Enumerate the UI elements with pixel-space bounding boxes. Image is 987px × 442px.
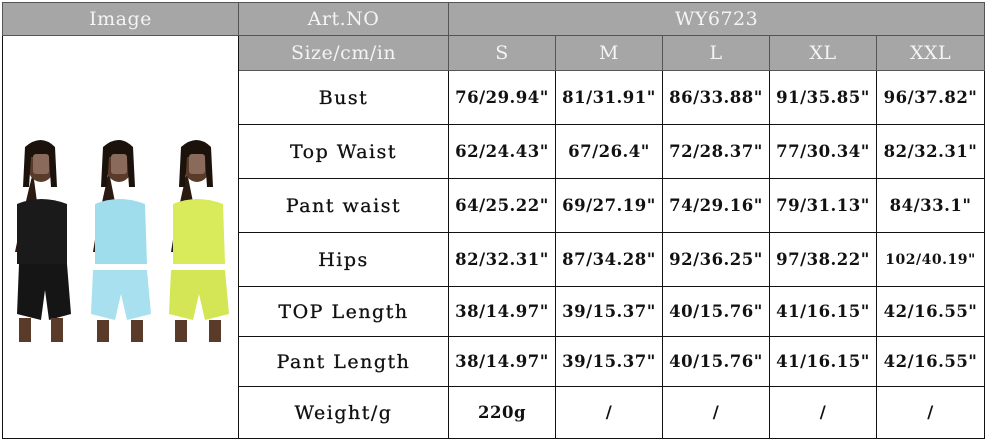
cell: 92/36.25"	[662, 232, 770, 287]
table-row: TOP Length 38/14.97" 39/15.37" 40/15.76"…	[3, 286, 986, 337]
table-row: Bust 76/29.94" 81/31.91" 86/33.88" 91/35…	[3, 70, 986, 125]
cell: 41/16.15"	[769, 286, 877, 337]
cell: 67/26.4"	[555, 124, 663, 179]
cell: 77/30.34"	[769, 124, 877, 179]
row-label: TOP Length	[238, 286, 449, 337]
size-s: S	[448, 35, 556, 71]
size-m: M	[555, 35, 663, 71]
cell: 62/24.43"	[448, 124, 556, 179]
product-image-cell	[2, 35, 239, 439]
cell: 72/28.37"	[662, 124, 770, 179]
cell: 40/15.76"	[662, 336, 770, 387]
cell: 41/16.15"	[769, 336, 877, 387]
cell: /	[875, 386, 986, 439]
image-header: Image	[2, 2, 239, 36]
cell: 64/25.22"	[448, 178, 556, 233]
cell: 84/33.1"	[875, 178, 986, 233]
size-label: Size/cm/in	[238, 35, 449, 71]
size-xxl: XXL	[875, 35, 986, 71]
cell: 97/38.22"	[769, 232, 877, 287]
model-yellow-outfit	[168, 140, 229, 342]
cell: 91/35.85"	[769, 70, 877, 125]
cell: /	[555, 386, 663, 439]
cell: 86/33.88"	[662, 70, 770, 125]
cell: 102/40.19"	[875, 232, 986, 287]
table-row: Pant Length 38/14.97" 39/15.37" 40/15.76…	[3, 336, 986, 387]
cell: 81/31.91"	[555, 70, 663, 125]
row-label: Weight/g	[238, 386, 449, 439]
cell: 69/27.19"	[555, 178, 663, 233]
row-label: Top Waist	[238, 124, 449, 179]
cell: 40/15.76"	[662, 286, 770, 337]
model-blue-outfit	[90, 140, 151, 342]
table-row: Weight/g 220g / / / /	[3, 386, 986, 439]
cell: 79/31.13"	[769, 178, 877, 233]
cell: 82/32.31"	[448, 232, 556, 287]
row-label: Pant Length	[238, 336, 449, 387]
cell: 42/16.55"	[875, 336, 986, 387]
cell: 87/34.28"	[555, 232, 663, 287]
cell: /	[769, 386, 877, 439]
cell: 76/29.94"	[448, 70, 556, 125]
row-label: Pant waist	[238, 178, 449, 233]
cell: /	[662, 386, 770, 439]
header-row: Image Art.NO WY6723	[2, 2, 986, 36]
cell: 39/15.37"	[555, 336, 663, 387]
product-image	[14, 140, 229, 342]
size-xl: XL	[769, 35, 877, 71]
row-label: Hips	[238, 232, 449, 287]
cell: 38/14.97"	[448, 336, 556, 387]
art-no-header: Art.NO	[238, 2, 449, 36]
cell: 96/37.82"	[875, 70, 986, 125]
cell: 42/16.55"	[875, 286, 986, 337]
size-l: L	[662, 35, 770, 71]
table-row: Top Waist 62/24.43" 67/26.4" 72/28.37" 7…	[3, 124, 986, 179]
model-black-outfit	[14, 140, 71, 342]
cell: 82/32.31"	[875, 124, 986, 179]
cell: 39/15.37"	[555, 286, 663, 337]
cell: 220g	[448, 386, 556, 439]
row-label: Bust	[238, 70, 449, 125]
cell: 38/14.97"	[448, 286, 556, 337]
cell: 74/29.16"	[662, 178, 770, 233]
size-row: Size/cm/in S M L XL XXL	[2, 35, 986, 439]
art-no-value: WY6723	[447, 2, 986, 36]
table-row: Pant waist 64/25.22" 69/27.19" 74/29.16"…	[3, 178, 986, 233]
